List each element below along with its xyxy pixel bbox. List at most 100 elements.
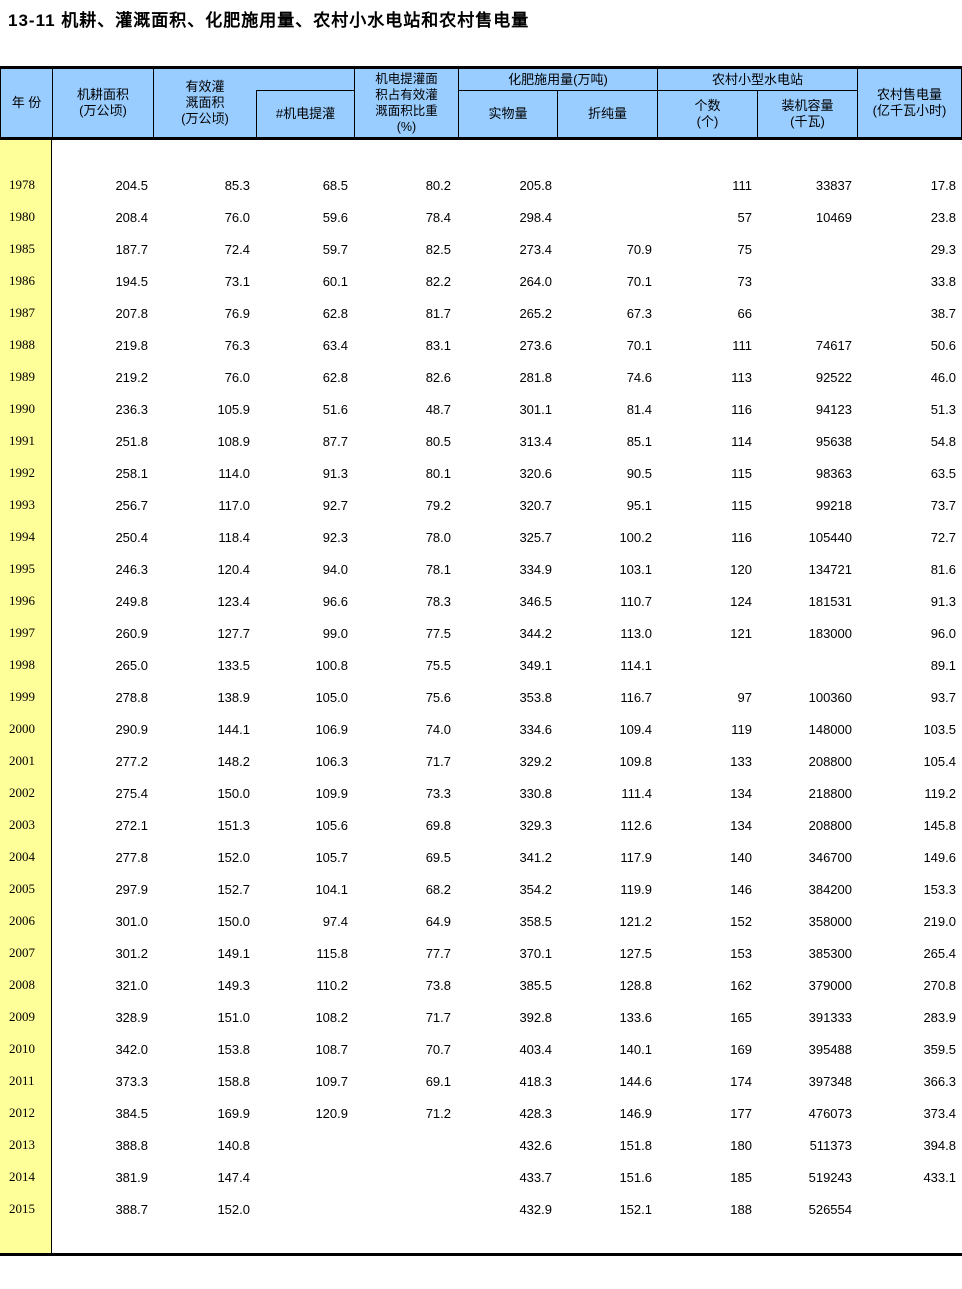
- cell-fertilizer-pure: 110.7: [620, 593, 652, 609]
- table-row: 2009 328.9 151.0 108.2 71.7 392.8 133.6 …: [0, 1001, 962, 1033]
- cell-effective-irrigated-area: 123.4: [217, 593, 250, 609]
- cell-effective-irrigated-area: 73.1: [224, 273, 250, 289]
- cell-machine-ploughed-area: 290.9: [115, 721, 148, 737]
- cell-fertilizer-pure: 151.6: [619, 1169, 652, 1185]
- cell-mech-electric-irrigation: 60.1: [322, 273, 348, 289]
- cell-effective-irrigated-area: 150.0: [217, 913, 250, 929]
- cell-electricity-sales: 153.3: [923, 881, 956, 897]
- cell-fertilizer-gross: 334.9: [519, 561, 552, 577]
- cell-hydro-capacity: 74617: [815, 337, 852, 353]
- cell-machine-ploughed-area: 207.8: [115, 305, 148, 321]
- cell-effective-irrigated-area: 152.0: [217, 1201, 250, 1217]
- cell-year: 2012: [9, 1105, 35, 1120]
- cell-year: 2009: [9, 1009, 35, 1024]
- cell-electricity-sales: 96.0: [930, 625, 956, 641]
- cell-fertilizer-pure: 74.6: [626, 369, 652, 385]
- cell-mech-electric-irrigation: 105.7: [315, 849, 348, 865]
- cell-hydro-capacity: 148000: [808, 721, 852, 737]
- cell-fertilizer-pure: 81.4: [626, 401, 652, 417]
- cell-hydro-capacity: [757, 233, 857, 265]
- table-row: 2014 381.9 147.4 433.7 151.6 185 519243 …: [0, 1161, 962, 1193]
- cell-mech-electric-irrigation: 115.8: [316, 945, 348, 961]
- cell-fertilizer-pure: 140.1: [619, 1041, 652, 1057]
- cell-fertilizer-gross: 354.2: [519, 881, 552, 897]
- header-year: 年 份: [1, 69, 53, 137]
- cell-year: 2000: [9, 721, 35, 736]
- cell-mech-irrigation-share: 48.7: [425, 401, 451, 417]
- cell-fertilizer-pure: 116.7: [620, 689, 652, 705]
- cell-mech-irrigation-share: 82.5: [425, 241, 451, 257]
- cell-machine-ploughed-area: 187.7: [115, 241, 148, 257]
- cell-fertilizer-pure: 127.5: [619, 945, 652, 961]
- header-fertilizer-gross: 实物量: [459, 91, 558, 137]
- cell-machine-ploughed-area: 297.9: [115, 881, 148, 897]
- cell-mech-electric-irrigation: 92.7: [322, 497, 348, 513]
- cell-fertilizer-pure: 103.1: [619, 561, 652, 577]
- cell-machine-ploughed-area: 236.3: [115, 401, 148, 417]
- cell-hydro-capacity: 98363: [815, 465, 852, 481]
- cell-fertilizer-pure: 90.5: [626, 465, 652, 481]
- cell-effective-irrigated-area: 76.3: [224, 337, 250, 353]
- cell-fertilizer-gross: 358.5: [519, 913, 552, 929]
- cell-fertilizer-gross: 370.1: [519, 945, 552, 961]
- cell-electricity-sales: 89.1: [930, 657, 956, 673]
- table-row: 1990 236.3 105.9 51.6 48.7 301.1 81.4 11…: [0, 393, 962, 425]
- cell-mech-irrigation-share: 77.7: [425, 945, 451, 961]
- cell-hydro-count: 73: [737, 273, 752, 289]
- cell-machine-ploughed-area: 342.0: [115, 1041, 148, 1057]
- table-row: 1986 194.5 73.1 60.1 82.2 264.0 70.1 73 …: [0, 265, 962, 297]
- cell-hydro-capacity: 384200: [808, 881, 852, 897]
- cell-hydro-count: 114: [731, 433, 752, 449]
- cell-fertilizer-gross: 403.4: [519, 1041, 552, 1057]
- cell-hydro-capacity: 358000: [808, 913, 852, 929]
- header-fertilizer-group: 化肥施用量(万吨): [459, 69, 658, 91]
- cell-effective-irrigated-area: 149.1: [217, 945, 250, 961]
- cell-hydro-count: 111: [732, 177, 752, 193]
- cell-year: 1987: [9, 305, 35, 320]
- cell-fertilizer-gross: 298.4: [519, 209, 552, 225]
- cell-machine-ploughed-area: 208.4: [115, 209, 148, 225]
- header-mech-electric-irrigation: #机电提灌: [256, 90, 354, 137]
- cell-fertilizer-gross: 385.5: [519, 977, 552, 993]
- cell-mech-electric-irrigation: 59.7: [322, 241, 348, 257]
- cell-hydro-count: 134: [730, 817, 752, 833]
- cell-machine-ploughed-area: 277.2: [115, 753, 148, 769]
- cell-fertilizer-gross: 330.8: [519, 785, 552, 801]
- table-row: 1991 251.8 108.9 87.7 80.5 313.4 85.1 11…: [0, 425, 962, 457]
- header-electricity-sales: 农村售电量 (亿千瓦小时): [858, 69, 961, 137]
- cell-electricity-sales: 145.8: [923, 817, 956, 833]
- cell-fertilizer-gross: 265.2: [519, 305, 552, 321]
- table-row: 1999 278.8 138.9 105.0 75.6 353.8 116.7 …: [0, 681, 962, 713]
- cell-fertilizer-gross: 346.5: [519, 593, 552, 609]
- cell-fertilizer-pure: 133.6: [619, 1009, 652, 1025]
- cell-mech-electric-irrigation: 62.8: [322, 369, 348, 385]
- cell-mech-electric-irrigation: 108.2: [315, 1009, 348, 1025]
- cell-hydro-count: 134: [730, 785, 752, 801]
- cell-effective-irrigated-area: 105.9: [217, 401, 250, 417]
- cell-effective-irrigated-area: 76.0: [224, 209, 250, 225]
- cell-fertilizer-gross: 418.3: [519, 1073, 552, 1089]
- cell-hydro-capacity: 511373: [809, 1137, 852, 1153]
- cell-effective-irrigated-area: 108.9: [217, 433, 250, 449]
- cell-mech-electric-irrigation: [255, 1129, 353, 1161]
- cell-effective-irrigated-area: 85.3: [224, 177, 250, 193]
- cell-hydro-capacity: 391333: [808, 1009, 852, 1025]
- cell-effective-irrigated-area: 152.7: [217, 881, 250, 897]
- cell-machine-ploughed-area: 381.9: [115, 1169, 148, 1185]
- cell-year: 1990: [9, 401, 35, 416]
- cell-fertilizer-gross: 301.1: [519, 401, 552, 417]
- cell-hydro-capacity: 183000: [808, 625, 852, 641]
- cell-mech-electric-irrigation: 68.5: [322, 177, 348, 193]
- cell-machine-ploughed-area: 388.8: [115, 1137, 148, 1153]
- cell-hydro-count: 75: [737, 241, 752, 257]
- cell-hydro-count: 66: [737, 305, 752, 321]
- cell-mech-irrigation-share: 64.9: [425, 913, 451, 929]
- cell-machine-ploughed-area: 384.5: [115, 1105, 148, 1121]
- cell-year: 2001: [9, 753, 35, 768]
- page-title: 13-11 机耕、灌溉面积、化肥施用量、农村小水电站和农村售电量: [8, 11, 530, 30]
- cell-fertilizer-pure: 119.9: [620, 881, 652, 897]
- cell-electricity-sales: 51.3: [930, 401, 956, 417]
- cell-mech-irrigation-share: [353, 1161, 456, 1193]
- cell-mech-irrigation-share: 69.8: [425, 817, 451, 833]
- cell-fertilizer-gross: 349.1: [519, 657, 552, 673]
